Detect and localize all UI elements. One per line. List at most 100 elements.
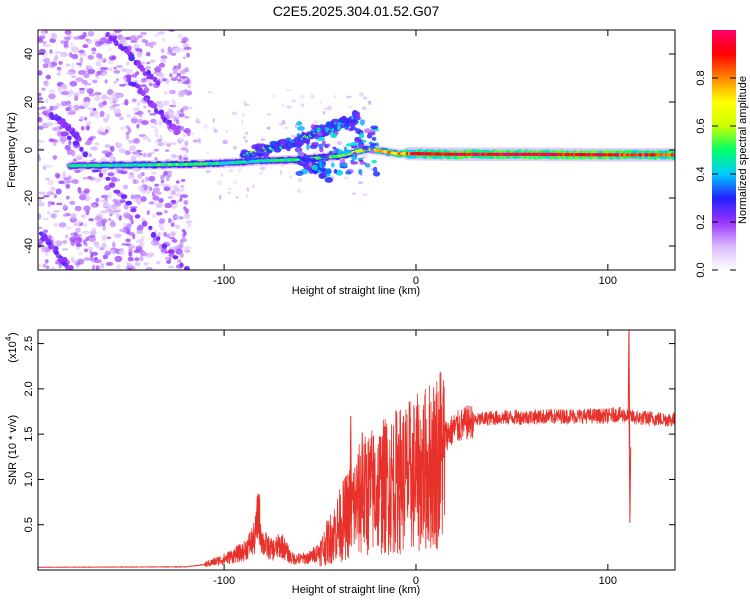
- streak-dot: [159, 109, 165, 116]
- noise-speckle: [113, 108, 121, 115]
- noise-speckle: [50, 213, 57, 219]
- spectrogram-ticks: -100 0 100 -40 -20 0 20 40: [23, 30, 675, 287]
- noise-speckle: [177, 259, 182, 263]
- noise-speckle: [237, 167, 242, 173]
- noise-speckle: [38, 226, 43, 230]
- noise-speckle: [45, 265, 50, 269]
- branch-cell: [341, 115, 347, 121]
- noise-speckle: [143, 105, 147, 109]
- noise-speckle: [64, 30, 72, 35]
- colorbar-tick-label: 0.4: [695, 166, 707, 181]
- noise-speckle: [155, 65, 161, 70]
- noise-speckle: [46, 211, 51, 215]
- noise-speckle: [145, 176, 150, 182]
- noise-speckle: [74, 95, 79, 102]
- noise-speckle: [231, 111, 238, 116]
- streak-dot: [134, 214, 141, 219]
- noise-speckle: [114, 30, 122, 33]
- noise-speckle: [128, 145, 137, 152]
- noise-speckle: [55, 188, 62, 195]
- noise-speckle: [100, 218, 108, 224]
- noise-speckle: [150, 125, 157, 129]
- noise-speckle: [138, 242, 145, 247]
- colorbar-tick-label: 0.6: [695, 118, 707, 133]
- noise-speckle: [180, 185, 185, 188]
- noise-speckle: [54, 172, 61, 178]
- noise-speckle: [43, 80, 49, 87]
- noise-speckle: [45, 177, 50, 181]
- streak-dot: [108, 182, 116, 188]
- noise-speckle: [71, 179, 79, 184]
- cloud-cell: [370, 125, 379, 130]
- noise-speckle: [71, 62, 75, 69]
- noise-speckle: [135, 153, 141, 159]
- noise-speckle: [243, 135, 246, 140]
- noise-speckle: [183, 206, 187, 211]
- noise-speckle: [102, 254, 108, 260]
- noise-speckle: [42, 41, 47, 44]
- noise-speckle: [63, 41, 68, 48]
- noise-speckle: [134, 261, 141, 266]
- noise-speckle: [79, 87, 85, 91]
- streak-dot: [67, 265, 74, 270]
- noise-speckle: [38, 107, 43, 110]
- colorbar-gradient: [712, 30, 736, 270]
- noise-speckle: [260, 138, 266, 141]
- noise-speckle: [160, 223, 165, 229]
- noise-speckle: [327, 105, 333, 111]
- cloud-cell: [306, 139, 310, 146]
- cloud-cell: [319, 167, 327, 172]
- snr-spike: [360, 432, 364, 506]
- cloud-cell: [320, 153, 327, 159]
- cloud-cell: [358, 142, 364, 145]
- noise-speckle: [118, 148, 126, 154]
- cloud-cell: [298, 151, 305, 157]
- cloud-cell: [354, 136, 362, 143]
- noise-speckle: [53, 222, 58, 228]
- noise-speckle: [109, 145, 115, 152]
- snr-spike: [408, 447, 412, 486]
- noise-speckle: [150, 59, 156, 63]
- noise-speckle: [140, 31, 148, 36]
- noise-speckle: [362, 193, 368, 197]
- noise-speckle: [130, 219, 134, 225]
- noise-speckle: [175, 202, 179, 207]
- noise-speckle: [119, 84, 126, 87]
- y-tick-label: -20: [23, 190, 35, 206]
- noise-speckle: [50, 106, 58, 110]
- noise-speckle: [127, 127, 132, 134]
- noise-speckle: [179, 197, 183, 202]
- noise-speckle: [195, 118, 200, 123]
- noise-speckle: [356, 160, 361, 166]
- noise-speckle: [88, 93, 96, 97]
- noise-speckle: [137, 100, 141, 107]
- snr-spike: [380, 456, 383, 497]
- noise-speckle: [166, 260, 172, 264]
- noise-speckle: [169, 104, 177, 108]
- noise-speckle: [126, 114, 131, 118]
- streak-dot: [172, 255, 179, 260]
- noise-speckle: [164, 256, 170, 261]
- noise-speckle: [67, 111, 76, 116]
- cloud-cell: [339, 158, 346, 164]
- noise-speckle: [63, 213, 68, 217]
- noise-speckle: [76, 243, 82, 248]
- streak-dot: [77, 136, 82, 142]
- noise-speckle: [104, 250, 111, 256]
- noise-speckle: [38, 48, 46, 55]
- noise-speckle: [173, 47, 181, 53]
- noise-speckle: [130, 194, 135, 200]
- streak-dot: [149, 73, 154, 80]
- noise-speckle: [241, 112, 245, 118]
- streak-dot: [152, 76, 158, 83]
- noise-speckle: [125, 68, 133, 75]
- noise-speckle: [122, 184, 129, 190]
- cloud-cell: [310, 124, 316, 129]
- noise-speckle: [69, 80, 78, 87]
- noise-speckle: [61, 248, 69, 251]
- noise-speckle: [368, 100, 372, 105]
- noise-speckle: [114, 233, 122, 238]
- noise-speckle: [333, 95, 337, 99]
- noise-speckle: [137, 173, 143, 179]
- streak-dot: [130, 208, 137, 213]
